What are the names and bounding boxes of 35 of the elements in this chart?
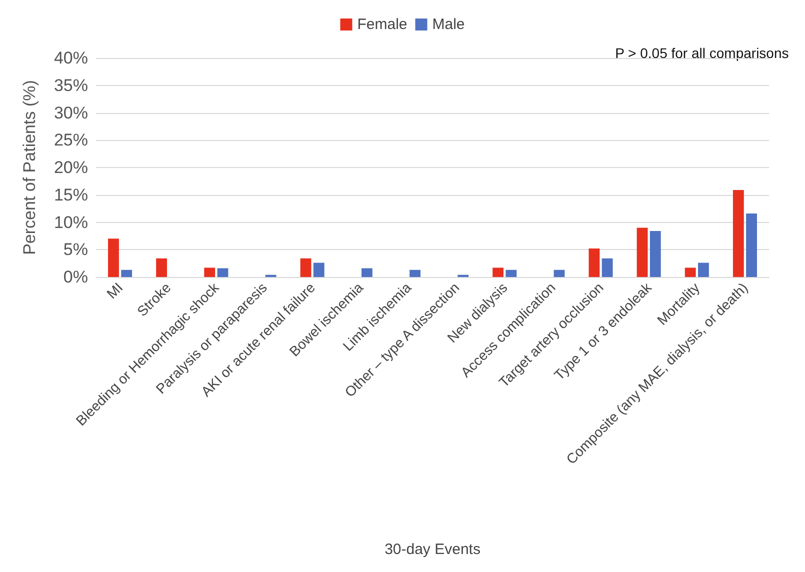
annotation: P > 0.05 for all comparisons [615, 45, 789, 61]
legend-label: Female [357, 16, 408, 33]
y-tick-label: 5% [63, 240, 88, 260]
bar [506, 270, 517, 277]
y-tick-label: 20% [54, 158, 88, 177]
bar [698, 262, 709, 277]
bar [410, 270, 420, 277]
y-axis-title: Percent of Patients (%) [20, 80, 39, 255]
x-axis-title: 30-day Events [384, 541, 480, 558]
bar [156, 258, 168, 277]
x-tick-label: MI [103, 279, 126, 302]
bar [313, 262, 324, 277]
bar [732, 190, 744, 277]
y-tick-label: 10% [54, 212, 88, 232]
bar [300, 258, 312, 277]
y-tick-label: 30% [54, 103, 88, 122]
y-tick-label: 15% [54, 185, 88, 204]
y-tick-label: 0% [63, 268, 88, 286]
y-tick-label: 35% [54, 76, 88, 95]
bar [746, 213, 757, 277]
bar [121, 270, 132, 277]
bar [217, 268, 228, 277]
bar [492, 268, 504, 277]
bar [588, 248, 600, 277]
bar [650, 231, 661, 277]
y-tick-label: 40% [54, 48, 88, 68]
bar [108, 238, 119, 277]
bar [554, 270, 565, 277]
bar [602, 258, 613, 277]
y-tick-label: 25% [54, 130, 88, 150]
bar [204, 268, 216, 277]
legend-label: Male [432, 16, 465, 33]
bar [636, 228, 648, 277]
bar [684, 268, 696, 277]
bar [361, 268, 372, 277]
